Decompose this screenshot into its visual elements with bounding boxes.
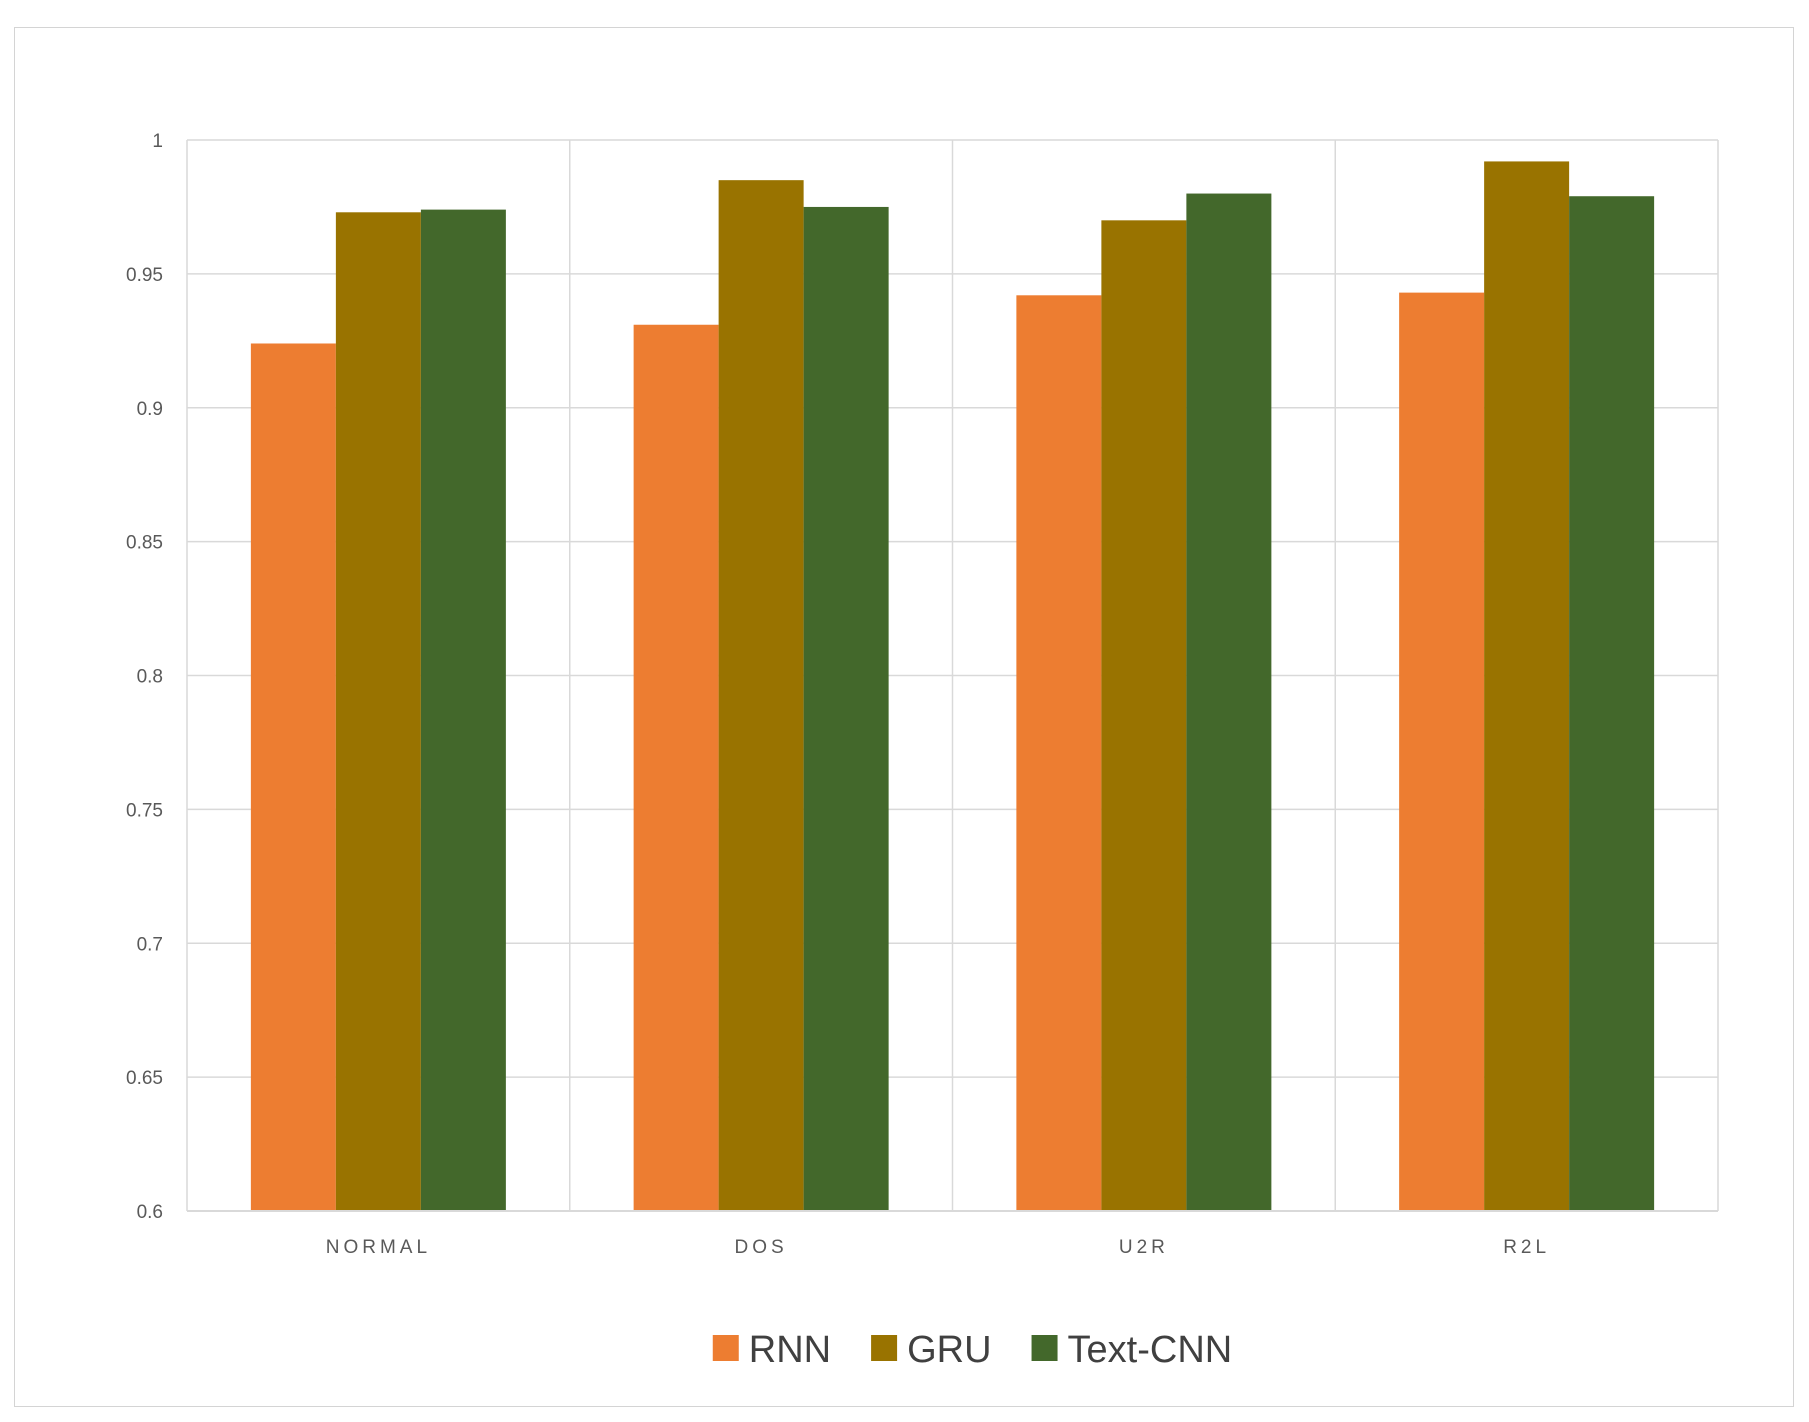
legend-swatch <box>871 1335 898 1361</box>
bar-text-cnn-r2l <box>1569 196 1655 1212</box>
bar-text-cnn-normal <box>420 209 506 1212</box>
legend-swatch <box>1031 1335 1058 1361</box>
bar-text-cnn-dos <box>803 206 889 1211</box>
bar-rnn-dos <box>633 324 719 1211</box>
x-tick-label: R2L <box>1503 1237 1550 1258</box>
y-tick-label: 0.9 <box>137 399 163 420</box>
x-tick-label: U2R <box>1119 1237 1169 1258</box>
y-tick-label: 0.95 <box>126 265 163 286</box>
y-tick-label: 0.8 <box>137 667 163 688</box>
bars <box>250 161 1655 1212</box>
x-tick-label: DOS <box>735 1237 788 1258</box>
bar-rnn-normal <box>250 343 336 1211</box>
legend-label: RNN <box>749 1329 831 1371</box>
axes: 0.6 0.65 0.7 0.75 0.8 0.85 0.9 0.95 1 NORMAL DOS U2… <box>126 131 1718 1258</box>
legend-swatch <box>712 1335 739 1361</box>
bar-gru-dos <box>718 180 804 1212</box>
bar-gru-u2r <box>1101 220 1187 1211</box>
bar-gru-r2l <box>1484 161 1570 1211</box>
bar-rnn-r2l <box>1399 292 1485 1211</box>
y-tick-label: 0.85 <box>126 533 163 554</box>
bar-gru-normal <box>335 212 421 1212</box>
bar-rnn-u2r <box>1016 295 1102 1211</box>
y-tick-label: 0.65 <box>126 1068 163 1089</box>
bar-text-cnn-u2r <box>1186 193 1272 1212</box>
y-tick-label: 1 <box>152 131 163 152</box>
x-tick-label: NORMAL <box>326 1237 431 1258</box>
y-tick-label: 0.6 <box>137 1202 163 1223</box>
legend: RNN GRU Text-CNN <box>712 1329 1233 1371</box>
y-tick-label: 0.75 <box>126 800 163 821</box>
y-tick-label: 0.7 <box>137 934 163 955</box>
legend-label: GRU <box>907 1329 991 1371</box>
legend-label: Text-CNN <box>1068 1329 1233 1371</box>
